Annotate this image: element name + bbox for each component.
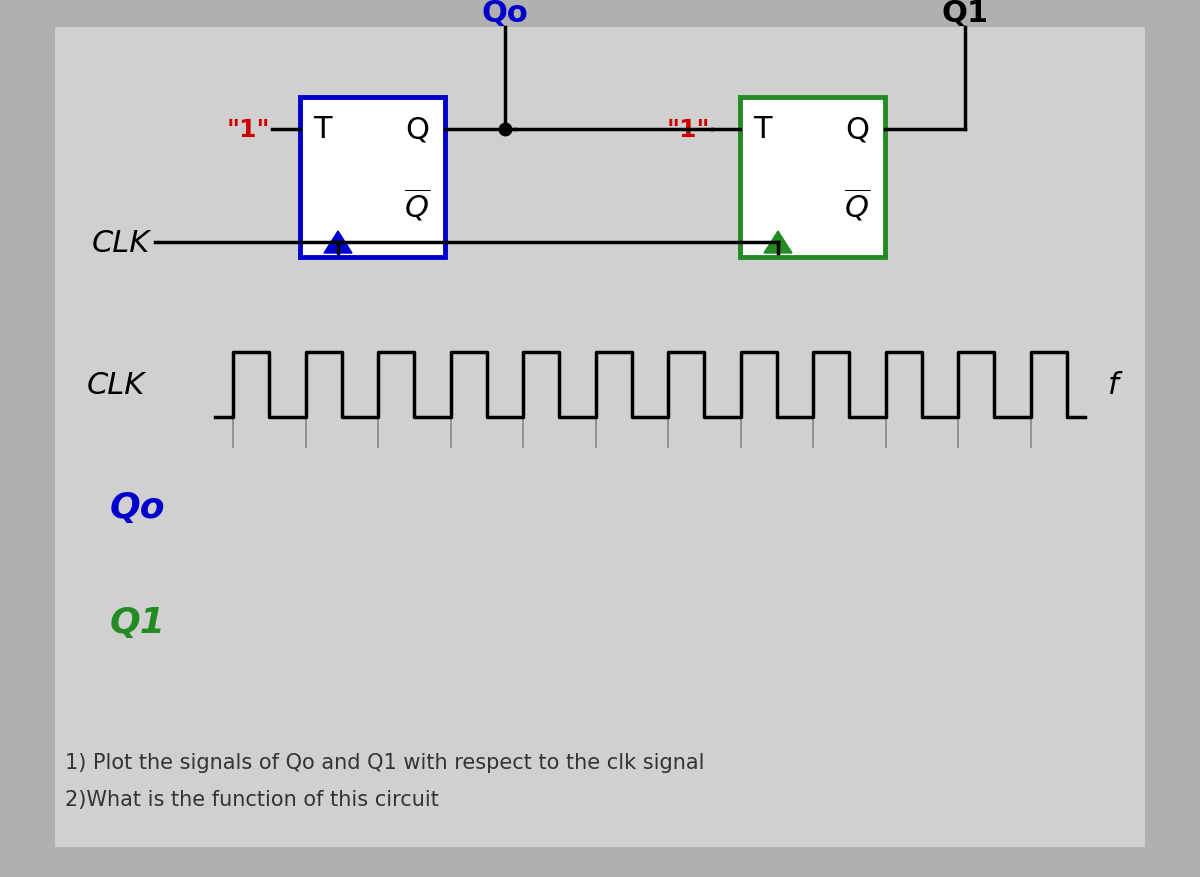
Text: Qo: Qo (110, 490, 166, 524)
Text: CLK: CLK (91, 228, 150, 257)
Text: "1": "1" (227, 118, 270, 142)
Polygon shape (764, 232, 792, 253)
Text: 1) Plot the signals of Qo and Q1 with respect to the clk signal: 1) Plot the signals of Qo and Q1 with re… (65, 752, 704, 772)
Text: Qo: Qo (481, 0, 528, 27)
Text: $\overline{Q}$: $\overline{Q}$ (844, 187, 870, 225)
Bar (300, 98, 445, 258)
Text: Q: Q (845, 116, 869, 145)
Text: Q1: Q1 (942, 0, 989, 27)
Text: 2)What is the function of this circuit: 2)What is the function of this circuit (65, 789, 439, 809)
Text: f: f (1108, 371, 1118, 400)
Text: "1": "1" (666, 118, 709, 142)
Text: Q: Q (406, 116, 430, 145)
Text: $\overline{Q}$: $\overline{Q}$ (404, 187, 430, 225)
Text: T: T (752, 116, 772, 145)
Bar (740, 98, 886, 258)
Text: CLK: CLK (86, 371, 145, 400)
Text: T: T (313, 116, 331, 145)
Polygon shape (324, 232, 352, 253)
Text: Q1: Q1 (110, 605, 166, 639)
